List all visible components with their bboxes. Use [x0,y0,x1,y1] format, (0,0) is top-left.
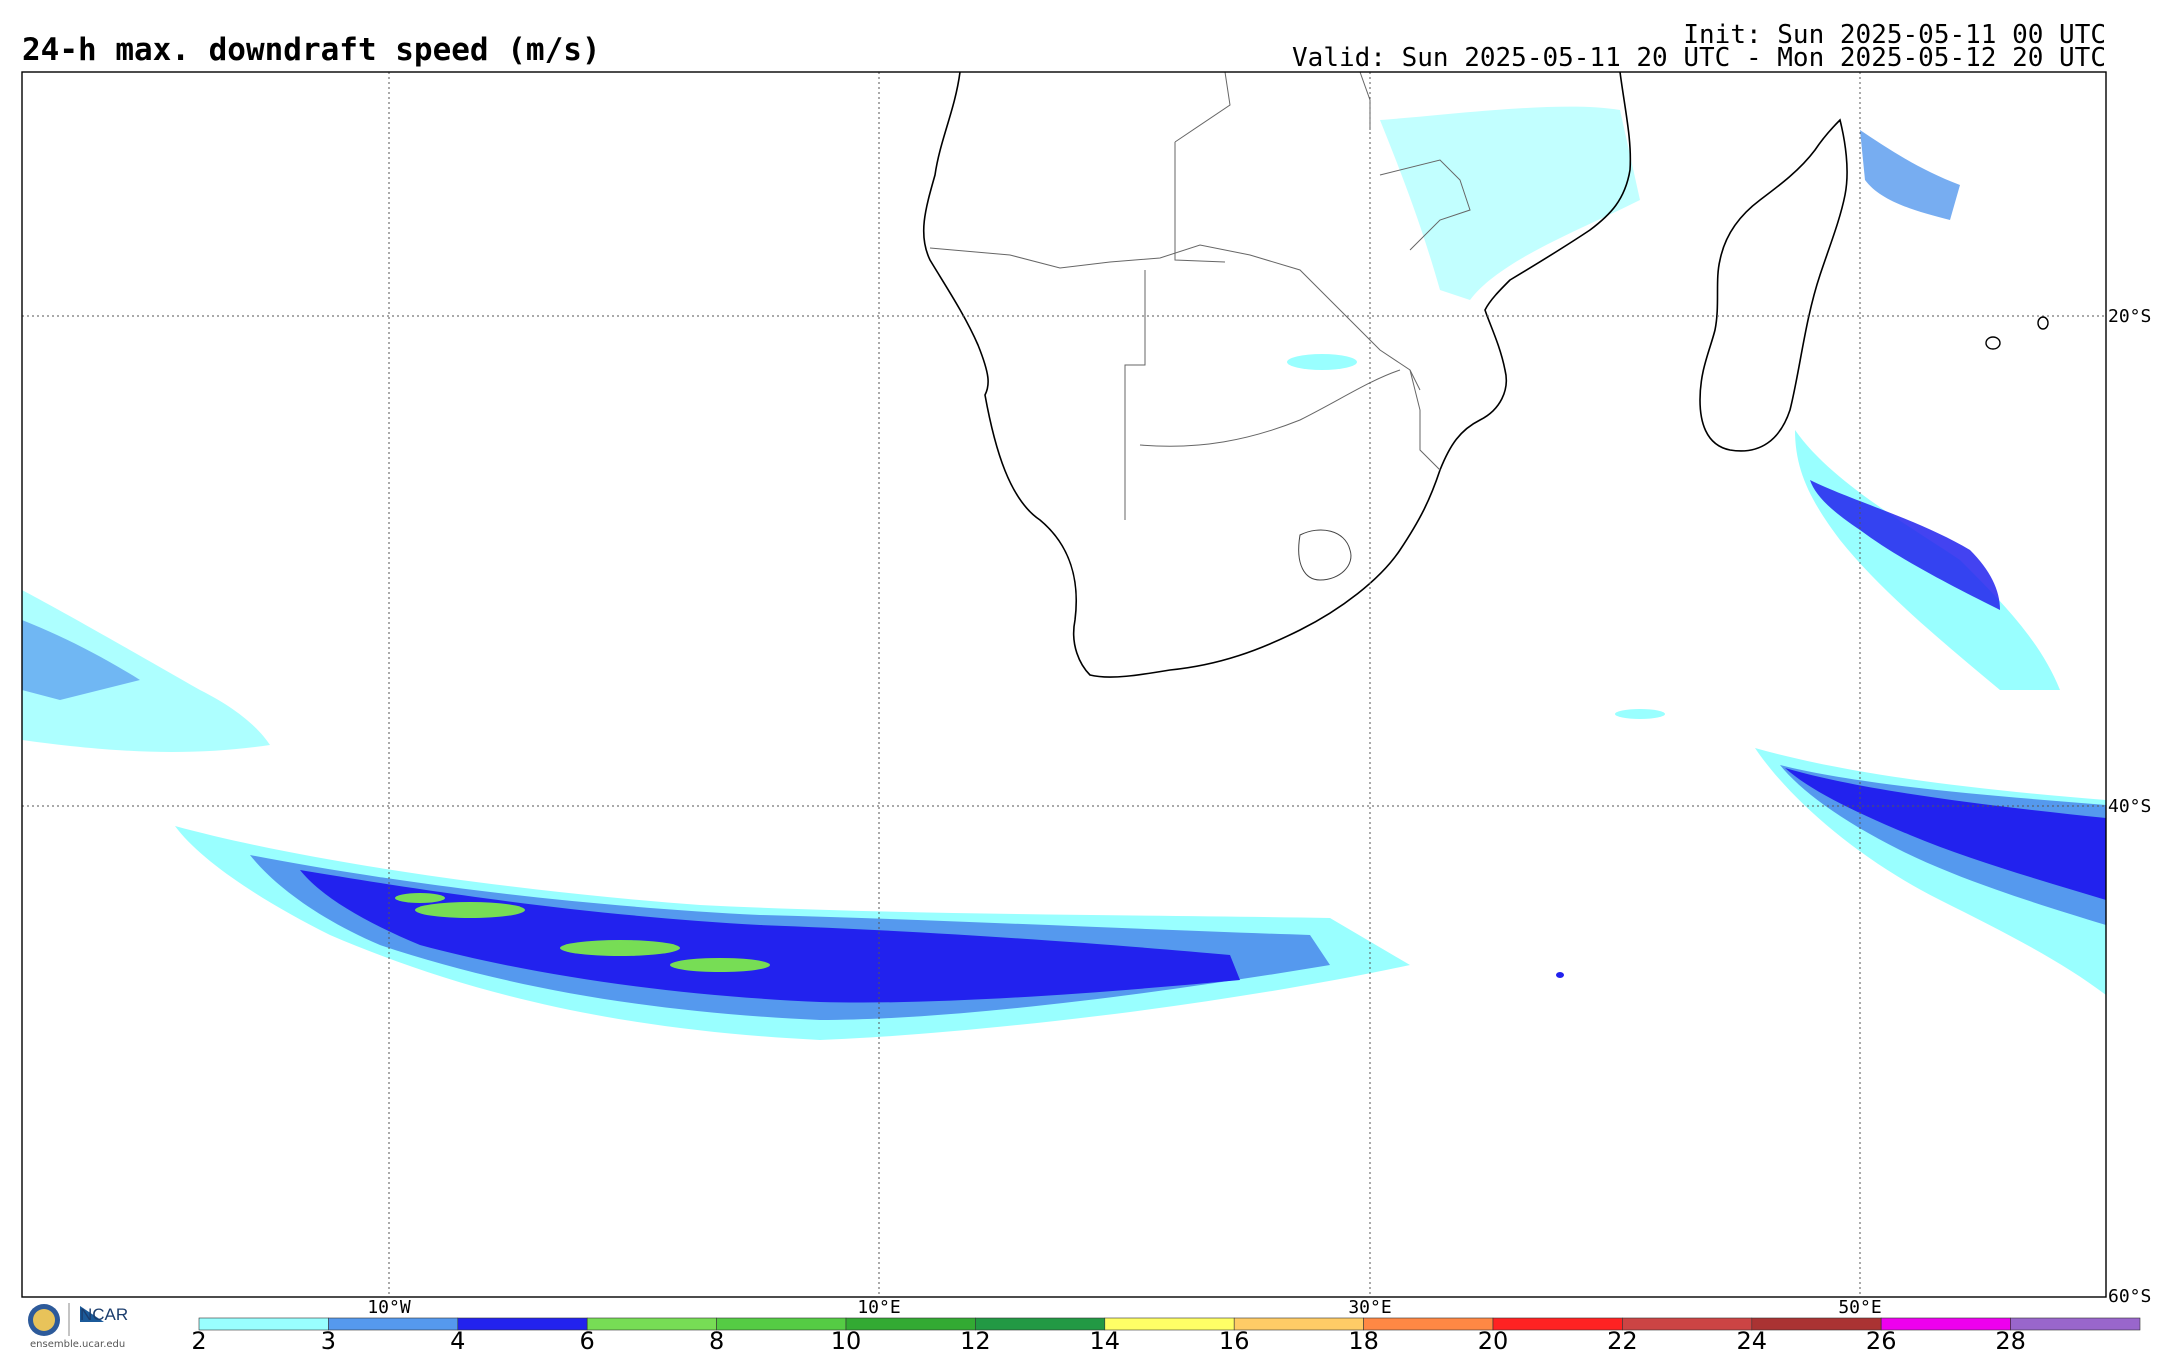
colorbar-swatch [198,1317,329,1331]
reunion-island [1985,336,2001,350]
lat-label: 20°S [2108,306,2151,327]
lat-label: 60°S [2108,1286,2151,1307]
colorbar-tick-label: 22 [1607,1327,1638,1354]
downdraft-madagascar-core [1810,480,2000,610]
lon-label: 30°E [1348,1297,1391,1318]
downdraft-madagascar-north [1860,130,1960,220]
init-time: Init: Sun 2025-05-11 00 UTC [1683,20,2106,50]
colorbar-swatch [1104,1317,1235,1331]
graticule [22,72,2106,1297]
colorbar-tick-label: 6 [580,1327,595,1354]
colorbar-swatch [1363,1317,1494,1331]
map-frame [21,71,2107,1298]
colorbar-swatch [1622,1317,1753,1331]
downdraft-max-patch [560,940,680,956]
colorbar-tick-label: 12 [960,1327,991,1354]
lon-label: 10°W [367,1297,411,1318]
madagascar-coastline [1699,118,1848,452]
colorbar-swatch [1492,1317,1623,1331]
nsf-logo [28,1303,70,1336]
lon-label: 50°E [1838,1297,1881,1318]
downdraft-max-patch [415,902,525,918]
lat-label: 40°S [2108,796,2151,817]
ensemble-url: ensemble.ucar.edu [30,1339,126,1350]
map-title: 24-h max. downdraft speed (m/s) [22,32,601,68]
downdraft-max-patch [670,958,770,972]
downdraft-band-core [300,870,1240,1003]
lesotho-border [1298,529,1352,581]
colorbar-tick-label: 20 [1478,1327,1509,1354]
colorbar-tick-label: 8 [709,1327,724,1354]
colorbar-swatch [845,1317,976,1331]
colorbar-swatch [1880,1317,2011,1331]
downdraft-west-core [22,620,140,700]
lon-label: 10°E [857,1297,900,1318]
colorbar-tick-label: 4 [450,1327,465,1354]
downdraft-west [22,590,270,752]
colorbar-swatch [328,1317,459,1331]
ncar-logo-icon [80,1306,104,1322]
map-field [22,72,2106,1297]
colorbar-tick-label: 26 [1866,1327,1897,1354]
colorbar-swatch [1233,1317,1364,1331]
colorbar-tick-label: 16 [1219,1327,1250,1354]
colorbar-tick-label: 24 [1737,1327,1768,1354]
colorbar-tick-label: 14 [1090,1327,1121,1354]
colorbar-swatch [716,1317,847,1331]
colorbar-tick-label: 2 [191,1327,206,1354]
downdraft-patch [1615,709,1665,719]
colorbar-swatch [1751,1317,1882,1331]
country-borders [929,72,1471,520]
mauritius-island [2037,316,2049,330]
colorbar: 2 3 4 6 8 10 12 14 16 18 20 22 24 26 28 [191,1317,2141,1354]
africa-coastline [922,72,1632,678]
downdraft-patch [1556,972,1564,978]
downdraft-se-core [1785,768,2106,900]
downdraft-patch [1380,106,1640,301]
colorbar-swatch [586,1317,717,1331]
downdraft-patch [1287,354,1357,370]
downdraft-max-patch [395,893,445,903]
colorbar-tick-label: 10 [831,1327,862,1354]
colorbar-swatch [2010,1317,2141,1331]
colorbar-swatch [975,1317,1106,1331]
valid-time: Valid: Sun 2025-05-11 20 UTC - Mon 2025-… [1292,43,2106,73]
colorbar-tick-label: 18 [1348,1327,1379,1354]
colorbar-tick-label: 3 [321,1327,336,1354]
ncar-logo-text: NCAR [80,1305,129,1324]
colorbar-swatch [457,1317,588,1331]
colorbar-tick-label: 28 [1995,1327,2026,1354]
